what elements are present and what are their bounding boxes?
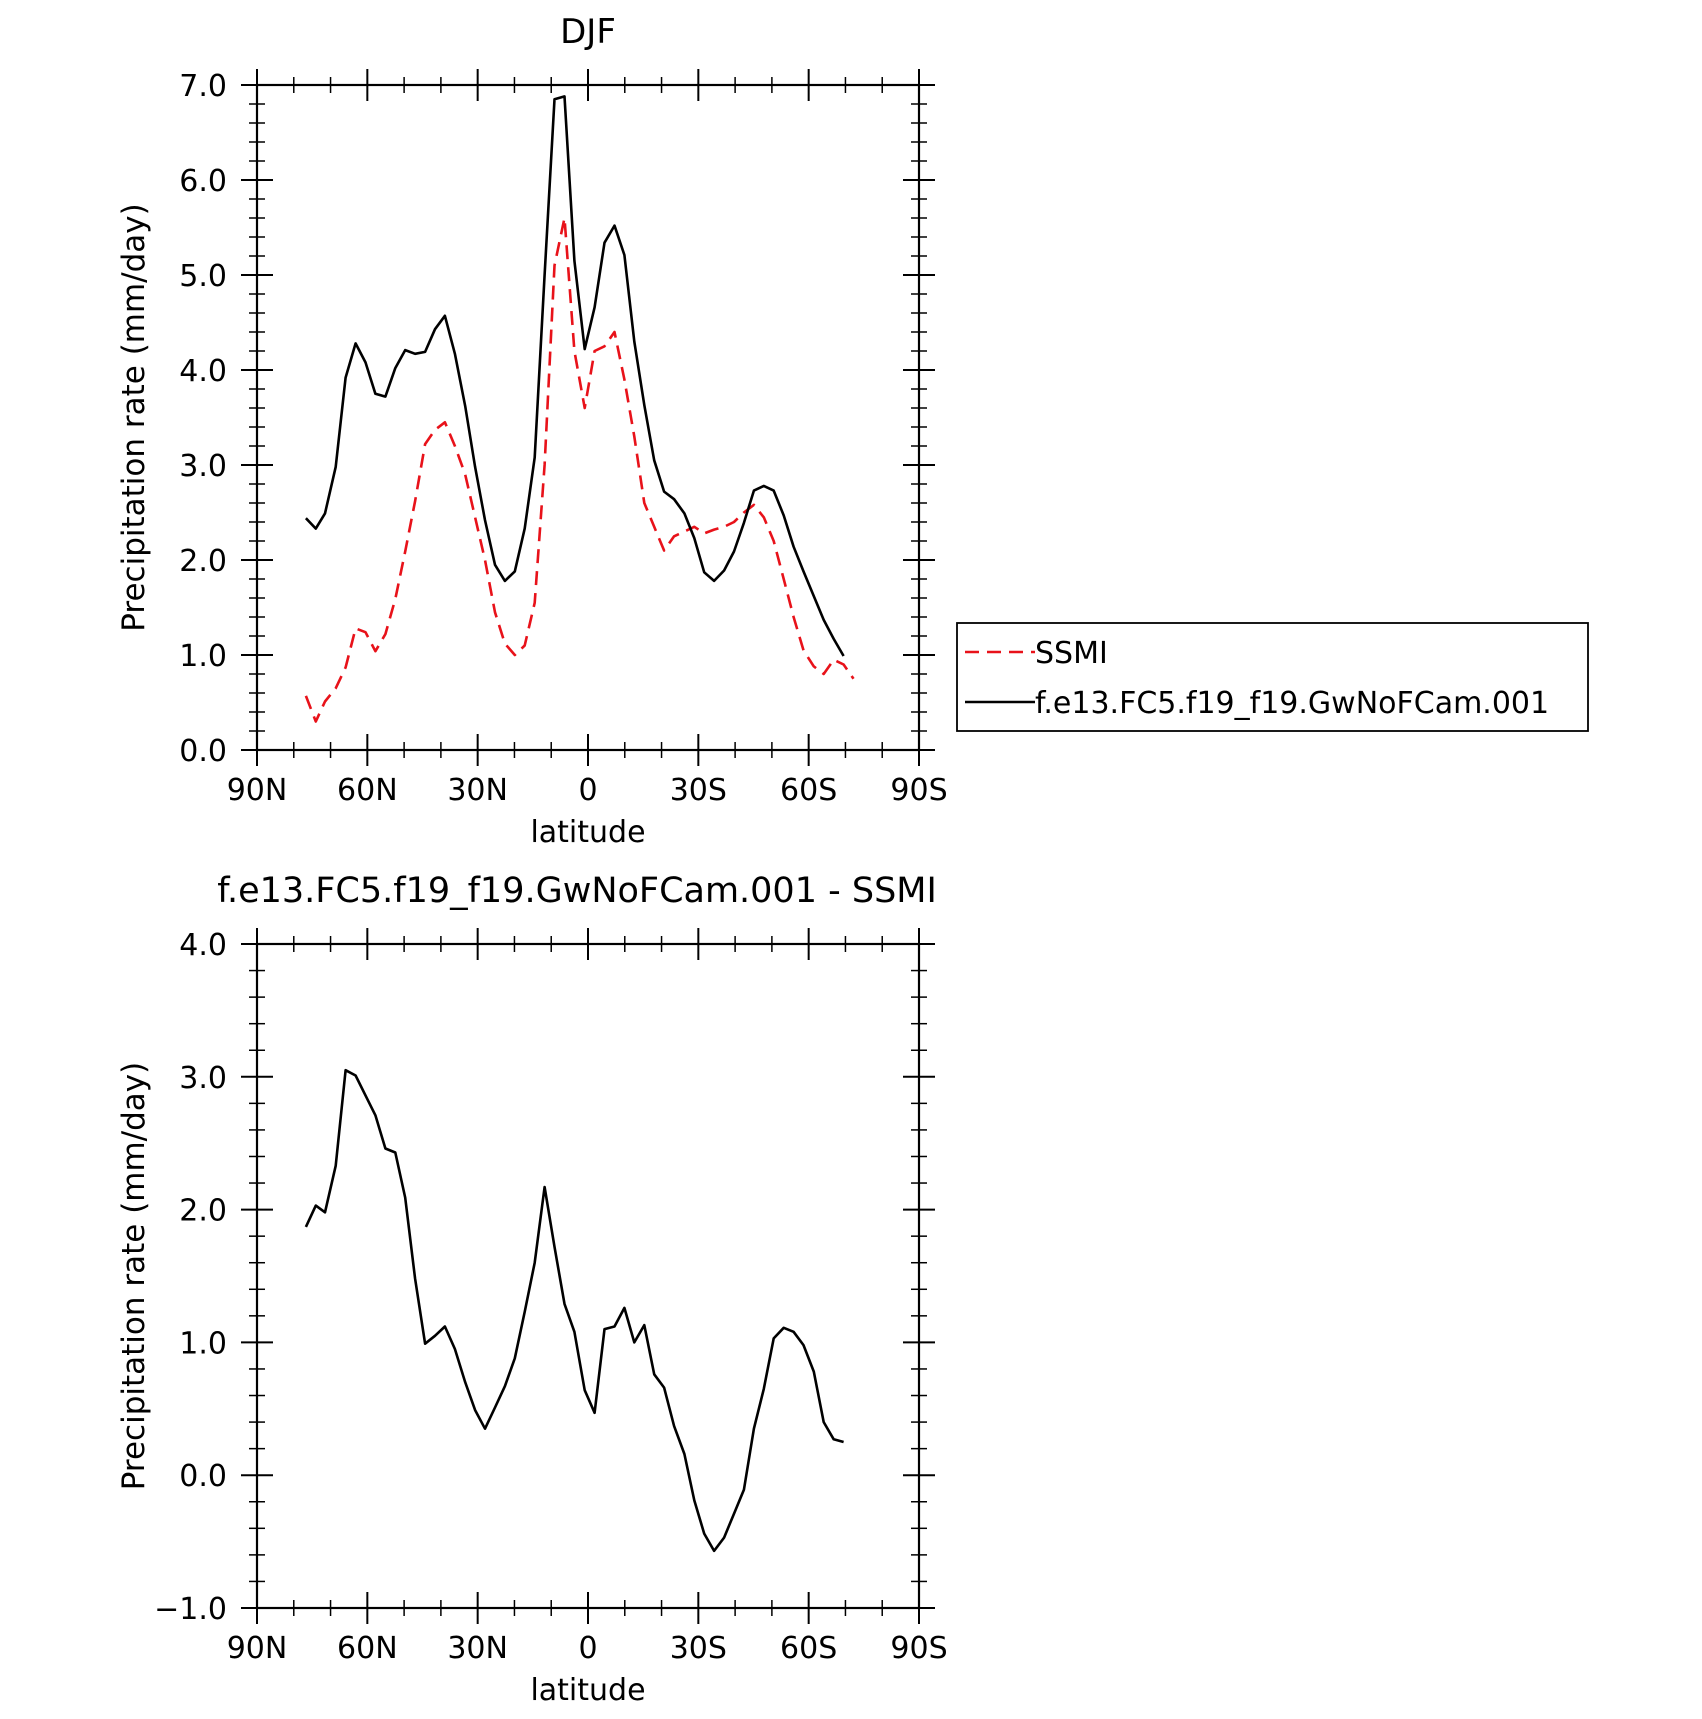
y-tick-label: 0.0	[179, 1459, 227, 1494]
y-tick-label: 2.0	[179, 544, 227, 579]
y-tick-label: −1.0	[154, 1592, 227, 1627]
legend-label: f.e13.FC5.f19_f19.GwNoFCam.001	[1035, 686, 1549, 721]
x-tick-label: 90N	[227, 773, 288, 808]
x-tick-label: 90N	[227, 1631, 288, 1666]
plot-frame	[255, 942, 921, 1610]
x-tick-label: 30N	[447, 773, 508, 808]
y-axis-label: Precipitation rate (mm/day)	[116, 203, 152, 632]
y-tick-label: 3.0	[179, 1061, 227, 1096]
bottom-panel: 90N 60N 30N 0 30S 60S 90S −1.0 0.0 1.0 2.0 3.0 4.0 la…	[116, 871, 948, 1708]
x-axis-label: latitude	[530, 815, 645, 850]
x-tick-label: 60S	[780, 773, 837, 808]
x-tick-label: 60N	[337, 1631, 398, 1666]
y-axis-label: Precipitation rate (mm/day)	[116, 1062, 152, 1491]
x-tick-label: 60S	[780, 1631, 837, 1666]
x-tick-label: 30S	[670, 773, 727, 808]
y-tick-label: 6.0	[179, 164, 227, 199]
legend: SSMI f.e13.FC5.f19_f19.GwNoFCam.001	[956, 622, 1589, 732]
series-line-f-e13-fc5-f19-f19-gwnofcam-001	[304, 95, 845, 657]
legend-label: SSMI	[1035, 636, 1108, 671]
y-tick-label: 1.0	[179, 639, 227, 674]
series-line-difference	[304, 1068, 844, 1553]
chart-title: DJF	[560, 12, 616, 52]
x-tick-label: 90S	[890, 1631, 947, 1666]
y-tick-label: 5.0	[179, 259, 227, 294]
y-tick-label: 4.0	[179, 928, 227, 963]
plot-frame	[255, 83, 921, 752]
legend-box	[956, 622, 1589, 732]
x-tick-label: 30N	[447, 1631, 508, 1666]
y-tick-label: 3.0	[179, 449, 227, 484]
chart-title: f.e13.FC5.f19_f19.GwNoFCam.001 - SSMI	[217, 871, 937, 911]
y-tick-label: 0.0	[179, 734, 227, 769]
series-line-ssmi	[304, 216, 855, 723]
y-tick-label: 4.0	[179, 354, 227, 389]
x-tick-label: 0	[578, 773, 597, 808]
x-tick-label: 30S	[670, 1631, 727, 1666]
y-tick-label: 2.0	[179, 1194, 227, 1229]
y-tick-label: 1.0	[179, 1326, 227, 1361]
x-axis-label: latitude	[530, 1673, 645, 1708]
top-panel: 90N 60N 30N 0 30S 60S 90S 0.0 1.0 2.0 3.0 4.0 5.0 6.0…	[116, 12, 948, 850]
y-tick-label: 7.0	[179, 69, 227, 104]
x-tick-label: 90S	[890, 773, 947, 808]
x-tick-label: 0	[578, 1631, 597, 1666]
x-tick-label: 60N	[337, 773, 398, 808]
